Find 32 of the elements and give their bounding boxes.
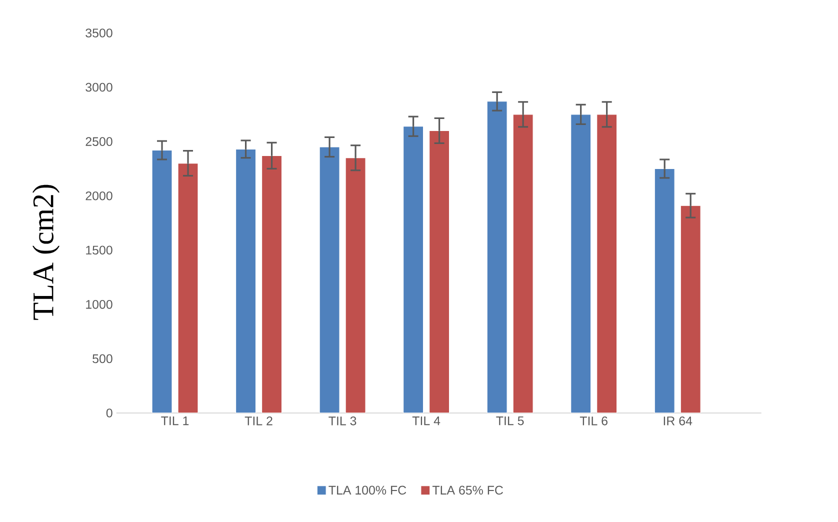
- bar: [235, 148, 256, 413]
- x-tick-label: IR 64: [664, 416, 692, 426]
- y-tick-label: 0: [106, 408, 112, 418]
- y-tick-label: 1500: [86, 246, 112, 255]
- bar: [680, 205, 701, 413]
- bar: [178, 162, 198, 413]
- x-tick-label: TIL 4: [412, 416, 440, 426]
- x-tick-label: TIL 5: [496, 416, 524, 426]
- y-tick-label: 2000: [86, 191, 112, 200]
- x-tick-label: TIL 3: [328, 416, 356, 426]
- y-tick-label: 3000: [86, 82, 112, 92]
- y-tick-label: 3500: [86, 28, 112, 38]
- bar: [261, 155, 282, 413]
- x-tick-label: TIL 1: [161, 416, 189, 426]
- bar: [512, 114, 534, 413]
- y-tick-label: 2500: [86, 137, 112, 146]
- y-axis-title: TLA (cm2): [32, 184, 60, 320]
- y-tick-label: 500: [92, 354, 112, 364]
- bar: [654, 168, 675, 413]
- bar: [403, 126, 424, 413]
- x-tick-label: TIL 6: [580, 416, 608, 426]
- y-tick-label: 1000: [86, 300, 112, 309]
- legend-label: TLA 100% FC: [328, 486, 406, 495]
- bar: [486, 101, 508, 413]
- bar: [570, 114, 592, 413]
- legend-label: TLA 65% FC: [432, 486, 503, 495]
- bar: [596, 114, 618, 413]
- bar: [319, 146, 340, 413]
- bar: [345, 158, 366, 413]
- x-tick-label: TIL 2: [244, 416, 272, 426]
- bar: [152, 150, 172, 413]
- bar: [429, 130, 450, 413]
